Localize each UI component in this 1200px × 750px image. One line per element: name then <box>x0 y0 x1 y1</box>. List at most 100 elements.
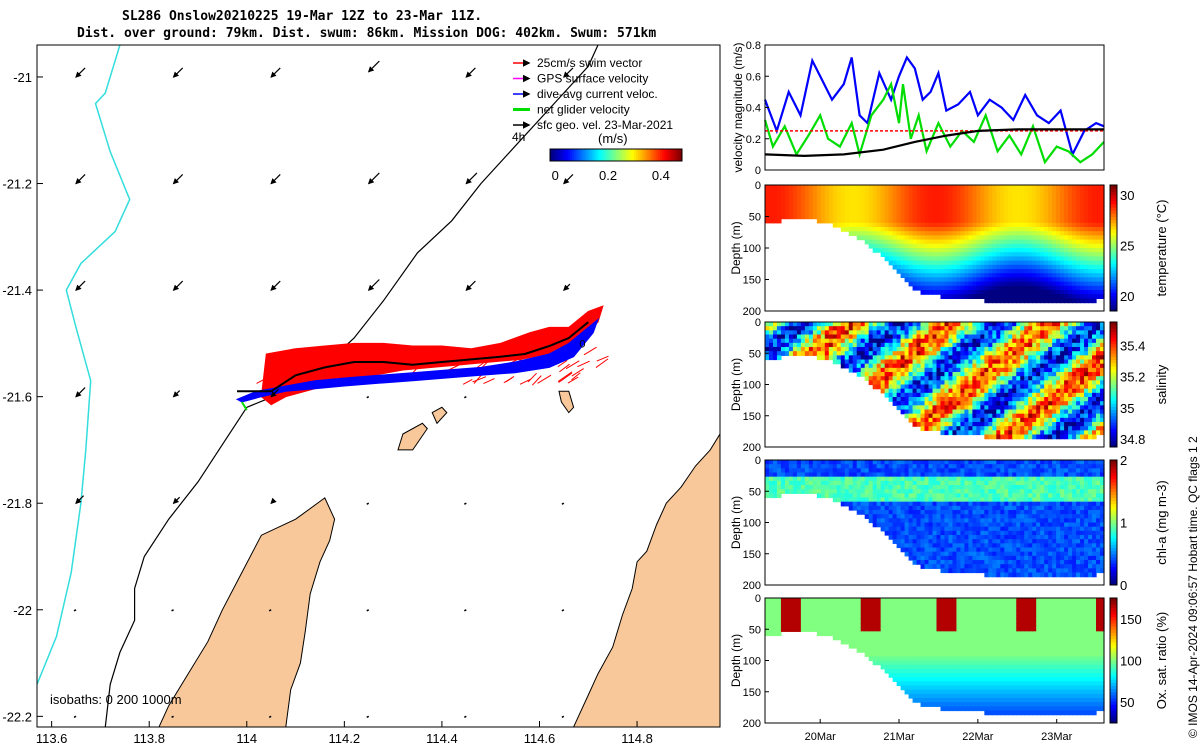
section-cell <box>1012 243 1017 249</box>
section-cell <box>952 510 958 515</box>
section-cell <box>1048 417 1053 423</box>
section-cell <box>940 367 946 373</box>
section-cell <box>968 497 973 503</box>
section-cell <box>876 218 882 224</box>
section-cell <box>840 363 846 369</box>
section-cell <box>824 347 830 352</box>
section-cell <box>972 468 977 474</box>
section-cell <box>956 535 962 540</box>
section-cell <box>916 351 922 356</box>
section-cell <box>964 239 969 245</box>
section-cell <box>804 464 810 469</box>
section-cell <box>948 248 954 253</box>
section-cell <box>912 330 918 336</box>
section-cell <box>912 281 918 287</box>
section-cell <box>1068 201 1073 207</box>
section-cell <box>924 555 930 561</box>
section-cell <box>765 347 770 352</box>
section-cell <box>968 560 973 565</box>
section-cell <box>1012 422 1017 427</box>
section-cell <box>924 239 930 245</box>
section-cell <box>1068 189 1073 194</box>
section-cell <box>928 248 934 253</box>
section-cell <box>1040 409 1045 415</box>
section-cell <box>820 326 826 331</box>
section-cell <box>1100 218 1105 224</box>
section-cell <box>1056 256 1061 262</box>
section-cell <box>940 518 946 524</box>
section-cell <box>988 564 993 569</box>
section-cell <box>1088 281 1093 287</box>
section-cell <box>1044 367 1049 373</box>
section-cell <box>808 326 814 331</box>
section-cell <box>972 197 977 203</box>
section-cell <box>980 409 985 415</box>
geo-velocity-arrow <box>270 280 281 291</box>
section-cell <box>1028 218 1033 224</box>
section-cell <box>988 342 993 348</box>
section-cell <box>984 376 989 381</box>
section-cell <box>1092 388 1097 394</box>
section-cell <box>872 218 878 224</box>
section-cell <box>920 197 926 203</box>
section-cell <box>1052 334 1057 340</box>
section-cell <box>908 493 914 499</box>
section-cell <box>912 388 918 394</box>
section-cell <box>960 526 966 532</box>
section-cell <box>772 468 778 474</box>
section-cell <box>1000 417 1005 423</box>
section-cell <box>920 413 926 419</box>
section-cell <box>976 480 981 486</box>
section-cell <box>888 322 894 327</box>
section-cell <box>912 367 918 373</box>
section-cell <box>976 367 981 373</box>
section-cell <box>812 330 818 336</box>
section-cell <box>832 197 838 203</box>
section-cell <box>968 413 973 419</box>
section-cell <box>1044 326 1049 331</box>
section-cell <box>940 347 946 352</box>
section-cell <box>996 197 1001 203</box>
map-colorbar-cell <box>574 149 577 161</box>
section-cell <box>1044 384 1049 390</box>
swim-vector <box>476 350 489 359</box>
section-cell <box>1020 269 1025 274</box>
section-cell <box>1092 380 1097 386</box>
section-cell <box>1024 405 1029 411</box>
section-cell <box>952 376 958 381</box>
section-cell <box>976 526 981 532</box>
section-cell <box>768 351 774 356</box>
section-cell <box>1044 422 1049 427</box>
section-cell <box>1048 277 1053 283</box>
section-cell <box>916 422 922 427</box>
section-cell <box>876 351 882 356</box>
section-cell <box>884 235 890 241</box>
section-cell <box>944 560 950 565</box>
section-cell <box>1028 231 1033 236</box>
section-cell <box>1080 260 1085 266</box>
section-cell <box>900 197 906 203</box>
section-cell <box>992 430 997 436</box>
section-cell <box>780 201 786 207</box>
section-cell <box>988 392 993 398</box>
section-cell <box>1044 277 1049 283</box>
section-cell <box>928 214 934 220</box>
section-cell <box>928 290 934 295</box>
section-cell <box>888 222 894 228</box>
section-cell <box>1016 388 1021 394</box>
section-cell <box>776 218 782 224</box>
section-cell <box>820 464 826 469</box>
section-cell <box>868 489 874 494</box>
section-cell <box>1020 363 1025 369</box>
section-cell <box>908 405 914 411</box>
section-cell <box>1072 397 1077 402</box>
section-cell <box>1032 273 1037 278</box>
section-cell <box>1032 189 1037 194</box>
section-cell <box>1076 256 1081 262</box>
section-colorbar-cell <box>1110 347 1117 351</box>
section-cell <box>984 514 989 519</box>
section-cell <box>960 355 966 361</box>
section-cell <box>1000 564 1005 569</box>
section-cell <box>1040 363 1045 369</box>
section-cell <box>996 227 1001 232</box>
